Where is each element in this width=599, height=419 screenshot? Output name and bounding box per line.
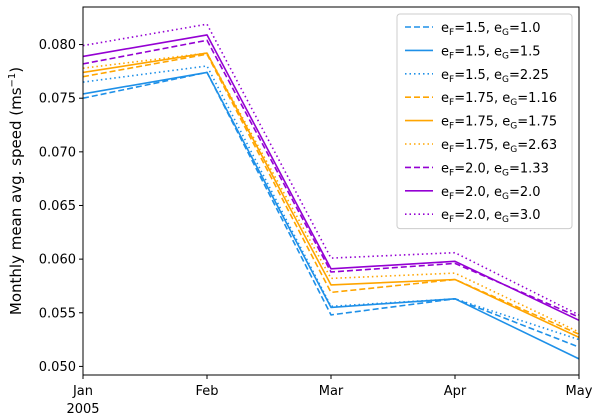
plot-lines <box>82 23 580 360</box>
legend-entry: eF=1.5, eG=1.0 <box>441 21 541 38</box>
y-tick-label: 0.065 <box>39 199 76 214</box>
legend-entry: eF=1.75, eG=1.16 <box>441 91 557 108</box>
legend-box <box>396 13 573 230</box>
y-tick-label: 0.080 <box>39 38 76 53</box>
x-tick-label: Jan <box>72 384 93 399</box>
x-tick-label: Feb <box>195 384 218 399</box>
x-tick-label: Mar <box>319 384 344 399</box>
x-tick-label: May <box>566 384 593 399</box>
y-tick-label: 0.075 <box>39 92 76 107</box>
series-line-4 <box>82 52 580 339</box>
legend-entry: eF=1.75, eG=1.75 <box>441 115 557 132</box>
legend-entry: eF=2.0, eG=1.33 <box>441 161 549 178</box>
y-tick-label: 0.050 <box>39 360 76 375</box>
legend-entry: eF=1.5, eG=1.5 <box>441 44 541 61</box>
series-line-7 <box>82 34 580 322</box>
legend-entry: eF=1.5, eG=2.25 <box>441 68 549 85</box>
series-line-1 <box>82 71 580 360</box>
series-line-3 <box>82 53 580 335</box>
x-year-label: 2005 <box>66 402 99 417</box>
y-tick-label: 0.070 <box>39 145 76 160</box>
series-line-2 <box>82 65 580 341</box>
y-tick-label: 0.055 <box>39 306 76 321</box>
x-tick-label: Apr <box>444 384 467 399</box>
legend: eF=1.5, eG=1.0 eF=1.5, eG=1.5 eF=1.5, eG=2… <box>396 13 573 230</box>
y-axis: 0.050 0.055 0.060 0.065 0.070 0.075 0.080 <box>39 38 83 375</box>
legend-entry: eF=1.75, eG=2.63 <box>441 138 557 155</box>
series-line-0 <box>82 71 580 348</box>
legend-entry: eF=2.0, eG=3.0 <box>441 208 541 225</box>
legend-entry: eF=2.0, eG=2.0 <box>441 185 541 202</box>
y-axis-title: Monthly mean avg. speed (ms−1) <box>7 67 25 315</box>
x-axis: Jan Feb Mar Apr May <box>72 375 593 399</box>
y-tick-label: 0.060 <box>39 253 76 268</box>
